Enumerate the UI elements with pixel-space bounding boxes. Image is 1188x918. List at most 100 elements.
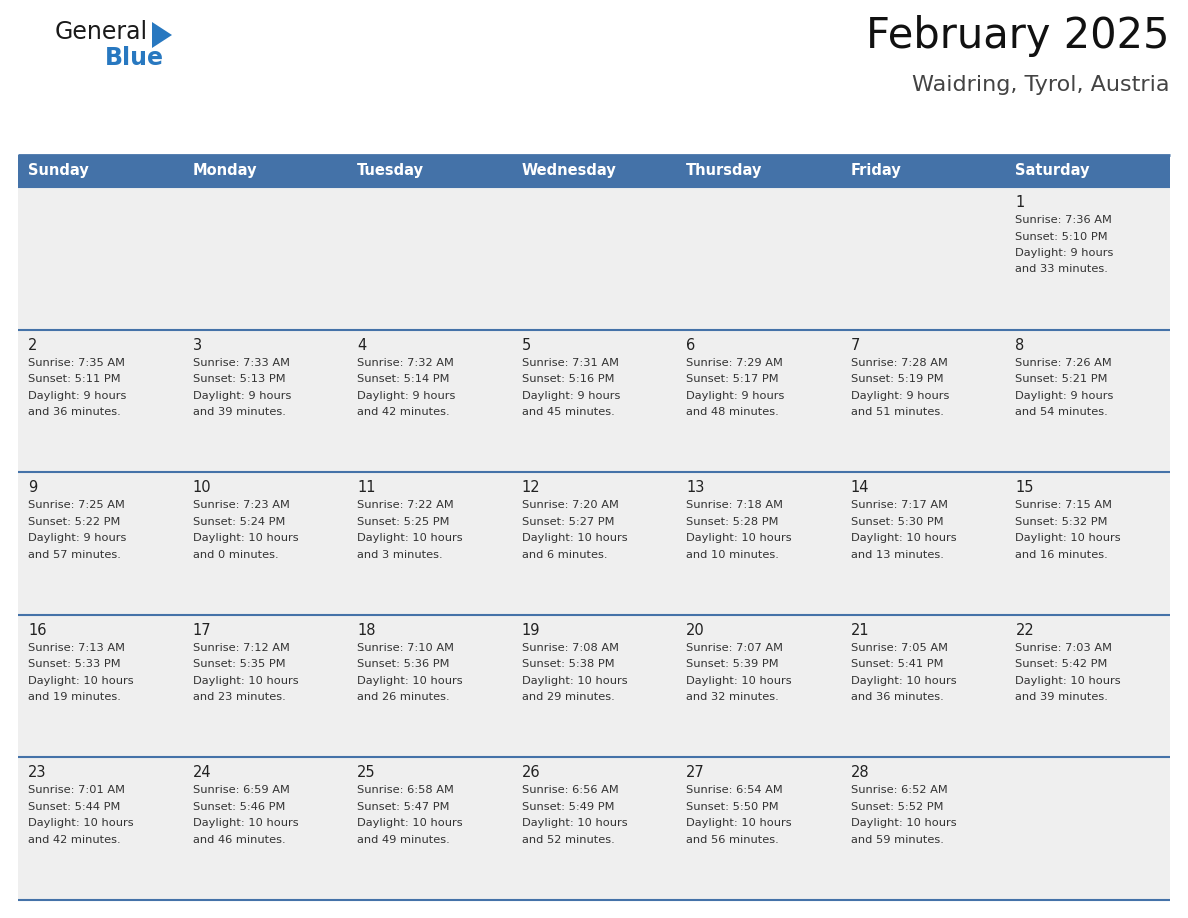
Text: Sunset: 5:14 PM: Sunset: 5:14 PM (358, 375, 449, 384)
Text: Daylight: 10 hours: Daylight: 10 hours (358, 676, 463, 686)
Text: and 39 minutes.: and 39 minutes. (192, 407, 285, 417)
Text: Sunrise: 6:59 AM: Sunrise: 6:59 AM (192, 786, 290, 795)
Text: Sunrise: 7:17 AM: Sunrise: 7:17 AM (851, 500, 948, 510)
Text: Sunrise: 7:28 AM: Sunrise: 7:28 AM (851, 358, 948, 367)
Text: Sunday: Sunday (29, 163, 89, 178)
Text: Sunrise: 7:05 AM: Sunrise: 7:05 AM (851, 643, 948, 653)
Text: and 26 minutes.: and 26 minutes. (358, 692, 450, 702)
Text: Daylight: 10 hours: Daylight: 10 hours (358, 533, 463, 543)
Text: Sunrise: 7:35 AM: Sunrise: 7:35 AM (29, 358, 125, 367)
Text: Sunset: 5:46 PM: Sunset: 5:46 PM (192, 802, 285, 812)
Text: and 29 minutes.: and 29 minutes. (522, 692, 614, 702)
Bar (18, 155, 1170, 187)
Bar (18, 757, 1170, 900)
Text: Sunset: 5:13 PM: Sunset: 5:13 PM (192, 375, 285, 384)
Text: Sunset: 5:16 PM: Sunset: 5:16 PM (522, 375, 614, 384)
Text: and 54 minutes.: and 54 minutes. (1016, 407, 1108, 417)
Text: Sunrise: 6:52 AM: Sunrise: 6:52 AM (851, 786, 948, 795)
Bar (18, 187, 1170, 330)
Text: 15: 15 (1016, 480, 1034, 495)
Text: 20: 20 (687, 622, 704, 638)
Text: and 51 minutes.: and 51 minutes. (851, 407, 943, 417)
Text: and 16 minutes.: and 16 minutes. (1016, 550, 1108, 560)
Text: 7: 7 (851, 338, 860, 353)
Text: Sunset: 5:25 PM: Sunset: 5:25 PM (358, 517, 449, 527)
Text: Sunrise: 7:22 AM: Sunrise: 7:22 AM (358, 500, 454, 510)
Text: Sunrise: 7:26 AM: Sunrise: 7:26 AM (1016, 358, 1112, 367)
Text: Daylight: 10 hours: Daylight: 10 hours (687, 676, 792, 686)
Text: Sunset: 5:38 PM: Sunset: 5:38 PM (522, 659, 614, 669)
Text: 9: 9 (29, 480, 37, 495)
Text: Sunset: 5:35 PM: Sunset: 5:35 PM (192, 659, 285, 669)
Text: 5: 5 (522, 338, 531, 353)
Text: Sunset: 5:47 PM: Sunset: 5:47 PM (358, 802, 449, 812)
Text: Sunset: 5:32 PM: Sunset: 5:32 PM (1016, 517, 1108, 527)
Text: and 36 minutes.: and 36 minutes. (851, 692, 943, 702)
Text: Sunrise: 7:18 AM: Sunrise: 7:18 AM (687, 500, 783, 510)
Text: Daylight: 9 hours: Daylight: 9 hours (1016, 390, 1114, 400)
Text: 1: 1 (1016, 195, 1025, 210)
Text: 12: 12 (522, 480, 541, 495)
Text: and 42 minutes.: and 42 minutes. (29, 834, 121, 845)
Bar (18, 472, 1170, 615)
Text: Daylight: 10 hours: Daylight: 10 hours (29, 819, 133, 828)
Text: Daylight: 10 hours: Daylight: 10 hours (192, 533, 298, 543)
Text: Sunset: 5:22 PM: Sunset: 5:22 PM (29, 517, 120, 527)
Text: Sunset: 5:39 PM: Sunset: 5:39 PM (687, 659, 779, 669)
Text: Sunrise: 7:01 AM: Sunrise: 7:01 AM (29, 786, 125, 795)
Text: and 32 minutes.: and 32 minutes. (687, 692, 779, 702)
Text: 16: 16 (29, 622, 46, 638)
Text: and 10 minutes.: and 10 minutes. (687, 550, 779, 560)
Text: Sunrise: 7:20 AM: Sunrise: 7:20 AM (522, 500, 619, 510)
Bar (18, 615, 1170, 757)
Text: and 42 minutes.: and 42 minutes. (358, 407, 450, 417)
Text: Sunset: 5:17 PM: Sunset: 5:17 PM (687, 375, 779, 384)
Text: Sunrise: 7:25 AM: Sunrise: 7:25 AM (29, 500, 125, 510)
Text: Daylight: 10 hours: Daylight: 10 hours (851, 819, 956, 828)
Text: Daylight: 10 hours: Daylight: 10 hours (687, 533, 792, 543)
Text: Thursday: Thursday (687, 163, 763, 178)
Text: 4: 4 (358, 338, 366, 353)
Text: Sunset: 5:30 PM: Sunset: 5:30 PM (851, 517, 943, 527)
Text: 27: 27 (687, 766, 704, 780)
Text: Sunrise: 7:33 AM: Sunrise: 7:33 AM (192, 358, 290, 367)
Text: General: General (55, 20, 148, 44)
Text: Sunrise: 7:08 AM: Sunrise: 7:08 AM (522, 643, 619, 653)
Text: and 49 minutes.: and 49 minutes. (358, 834, 450, 845)
Text: Sunset: 5:36 PM: Sunset: 5:36 PM (358, 659, 449, 669)
Text: 10: 10 (192, 480, 211, 495)
Text: Friday: Friday (851, 163, 902, 178)
Text: 13: 13 (687, 480, 704, 495)
Text: 22: 22 (1016, 622, 1035, 638)
Text: 19: 19 (522, 622, 541, 638)
Text: Tuesday: Tuesday (358, 163, 424, 178)
Text: Sunset: 5:11 PM: Sunset: 5:11 PM (29, 375, 121, 384)
Text: 26: 26 (522, 766, 541, 780)
Text: Sunrise: 7:07 AM: Sunrise: 7:07 AM (687, 643, 783, 653)
Text: Sunset: 5:21 PM: Sunset: 5:21 PM (1016, 375, 1108, 384)
Text: Sunset: 5:50 PM: Sunset: 5:50 PM (687, 802, 779, 812)
Text: Daylight: 10 hours: Daylight: 10 hours (522, 676, 627, 686)
Text: Sunrise: 7:12 AM: Sunrise: 7:12 AM (192, 643, 290, 653)
Text: February 2025: February 2025 (866, 15, 1170, 57)
Text: and 46 minutes.: and 46 minutes. (192, 834, 285, 845)
Text: 2: 2 (29, 338, 37, 353)
Text: Daylight: 10 hours: Daylight: 10 hours (29, 676, 133, 686)
Text: and 19 minutes.: and 19 minutes. (29, 692, 121, 702)
Text: Sunset: 5:33 PM: Sunset: 5:33 PM (29, 659, 121, 669)
Text: Sunset: 5:41 PM: Sunset: 5:41 PM (851, 659, 943, 669)
Text: and 45 minutes.: and 45 minutes. (522, 407, 614, 417)
Text: Daylight: 10 hours: Daylight: 10 hours (851, 676, 956, 686)
Text: and 39 minutes.: and 39 minutes. (1016, 692, 1108, 702)
Text: Blue: Blue (105, 46, 164, 70)
Text: Sunset: 5:52 PM: Sunset: 5:52 PM (851, 802, 943, 812)
Text: Daylight: 10 hours: Daylight: 10 hours (358, 819, 463, 828)
Text: 25: 25 (358, 766, 375, 780)
Text: Sunset: 5:24 PM: Sunset: 5:24 PM (192, 517, 285, 527)
Text: 8: 8 (1016, 338, 1025, 353)
Text: Daylight: 9 hours: Daylight: 9 hours (358, 390, 455, 400)
Text: 11: 11 (358, 480, 375, 495)
Text: Daylight: 10 hours: Daylight: 10 hours (851, 533, 956, 543)
Text: Sunrise: 7:32 AM: Sunrise: 7:32 AM (358, 358, 454, 367)
Text: Sunset: 5:10 PM: Sunset: 5:10 PM (1016, 231, 1108, 241)
